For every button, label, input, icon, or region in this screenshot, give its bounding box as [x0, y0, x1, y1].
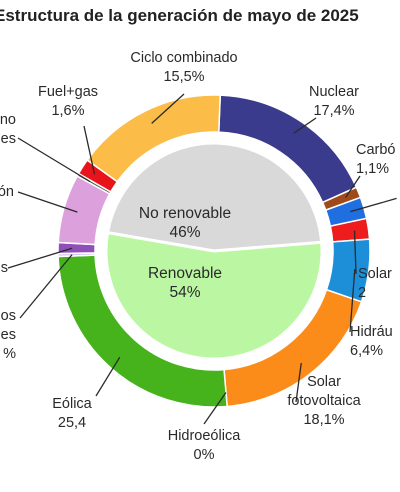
- leader-line-solar-termica: [353, 230, 357, 275]
- label-otras-renovables-2: %: [3, 346, 16, 362]
- leader-line-residuos-renovables: [7, 247, 73, 269]
- inner-slice-renovable: [104, 230, 324, 361]
- label-residuos-no-renovables-0: no: [0, 112, 16, 128]
- label-solar-fotovoltaica-1: fotovoltaica: [287, 393, 361, 409]
- label-residuos-no-renovables-1: es: [1, 131, 16, 147]
- leader-line-hidroeolica: [203, 392, 227, 425]
- label-hidroeolica-0: Hidroeólica: [168, 428, 241, 444]
- label-hidraulica-0: Hidráu: [350, 324, 393, 340]
- label-ciclo-combinado-1: 15,5%: [163, 69, 204, 85]
- label-hidraulica-1: 6,4%: [350, 343, 383, 359]
- leader-line-hidraulica: [349, 269, 356, 333]
- inner-slice-no-renovable: [105, 141, 324, 253]
- label-solar-termica-0: Solar: [358, 266, 392, 282]
- label-solar-fotovoltaica-2: 18,1%: [303, 412, 344, 428]
- inner-label-renovable: Renovable: [148, 265, 222, 282]
- leader-line-nuclear: [293, 117, 317, 134]
- inner-label-no-renovable: No renovable: [139, 205, 231, 222]
- leader-line-fuel-gas: [83, 125, 96, 175]
- leader-line-eolica: [95, 356, 121, 397]
- label-otras-renovables-0: uos: [0, 308, 16, 324]
- label-hidroeolica-1: 0%: [194, 447, 215, 463]
- label-solar-termica-1: 2: [358, 285, 366, 301]
- label-carbon-1: 1,1%: [356, 161, 389, 177]
- label-otras-renovables-1: bles: [0, 327, 16, 343]
- label-cogeneracion-0: ción: [0, 184, 14, 200]
- inner-label-renovable-value: 54%: [169, 284, 200, 301]
- label-solar-fotovoltaica-0: Solar: [307, 374, 341, 390]
- leader-line-otras: [350, 197, 397, 213]
- leader-line-ciclo-combinado: [151, 93, 185, 124]
- label-fuel-gas-1: 1,6%: [51, 103, 84, 119]
- label-fuel-gas-0: Fuel+gas: [38, 84, 98, 100]
- leader-line-residuos-no-renovables: [17, 137, 91, 183]
- label-residuos-renovables-0: s: [1, 260, 8, 276]
- inner-label-no-renovable-value: 46%: [169, 224, 200, 241]
- label-eolica-1: 25,4: [58, 415, 86, 431]
- leader-line-solar-fotovoltaica: [295, 362, 302, 403]
- label-ciclo-combinado-0: Ciclo combinado: [130, 50, 237, 66]
- label-eolica-0: Eólica: [52, 396, 92, 412]
- label-nuclear-0: Nuclear: [309, 84, 359, 100]
- label-nuclear-1: 17,4%: [313, 103, 354, 119]
- outer-slice-ciclo-combinado: [86, 94, 222, 183]
- leader-line-otras-renovables: [19, 254, 73, 319]
- chart-title: Estructura de la generación de mayo de 2…: [0, 6, 359, 25]
- label-carbon-0: Carbó: [356, 142, 396, 158]
- leader-line-carbon: [345, 175, 361, 198]
- leader-line-cogeneracion: [17, 191, 78, 213]
